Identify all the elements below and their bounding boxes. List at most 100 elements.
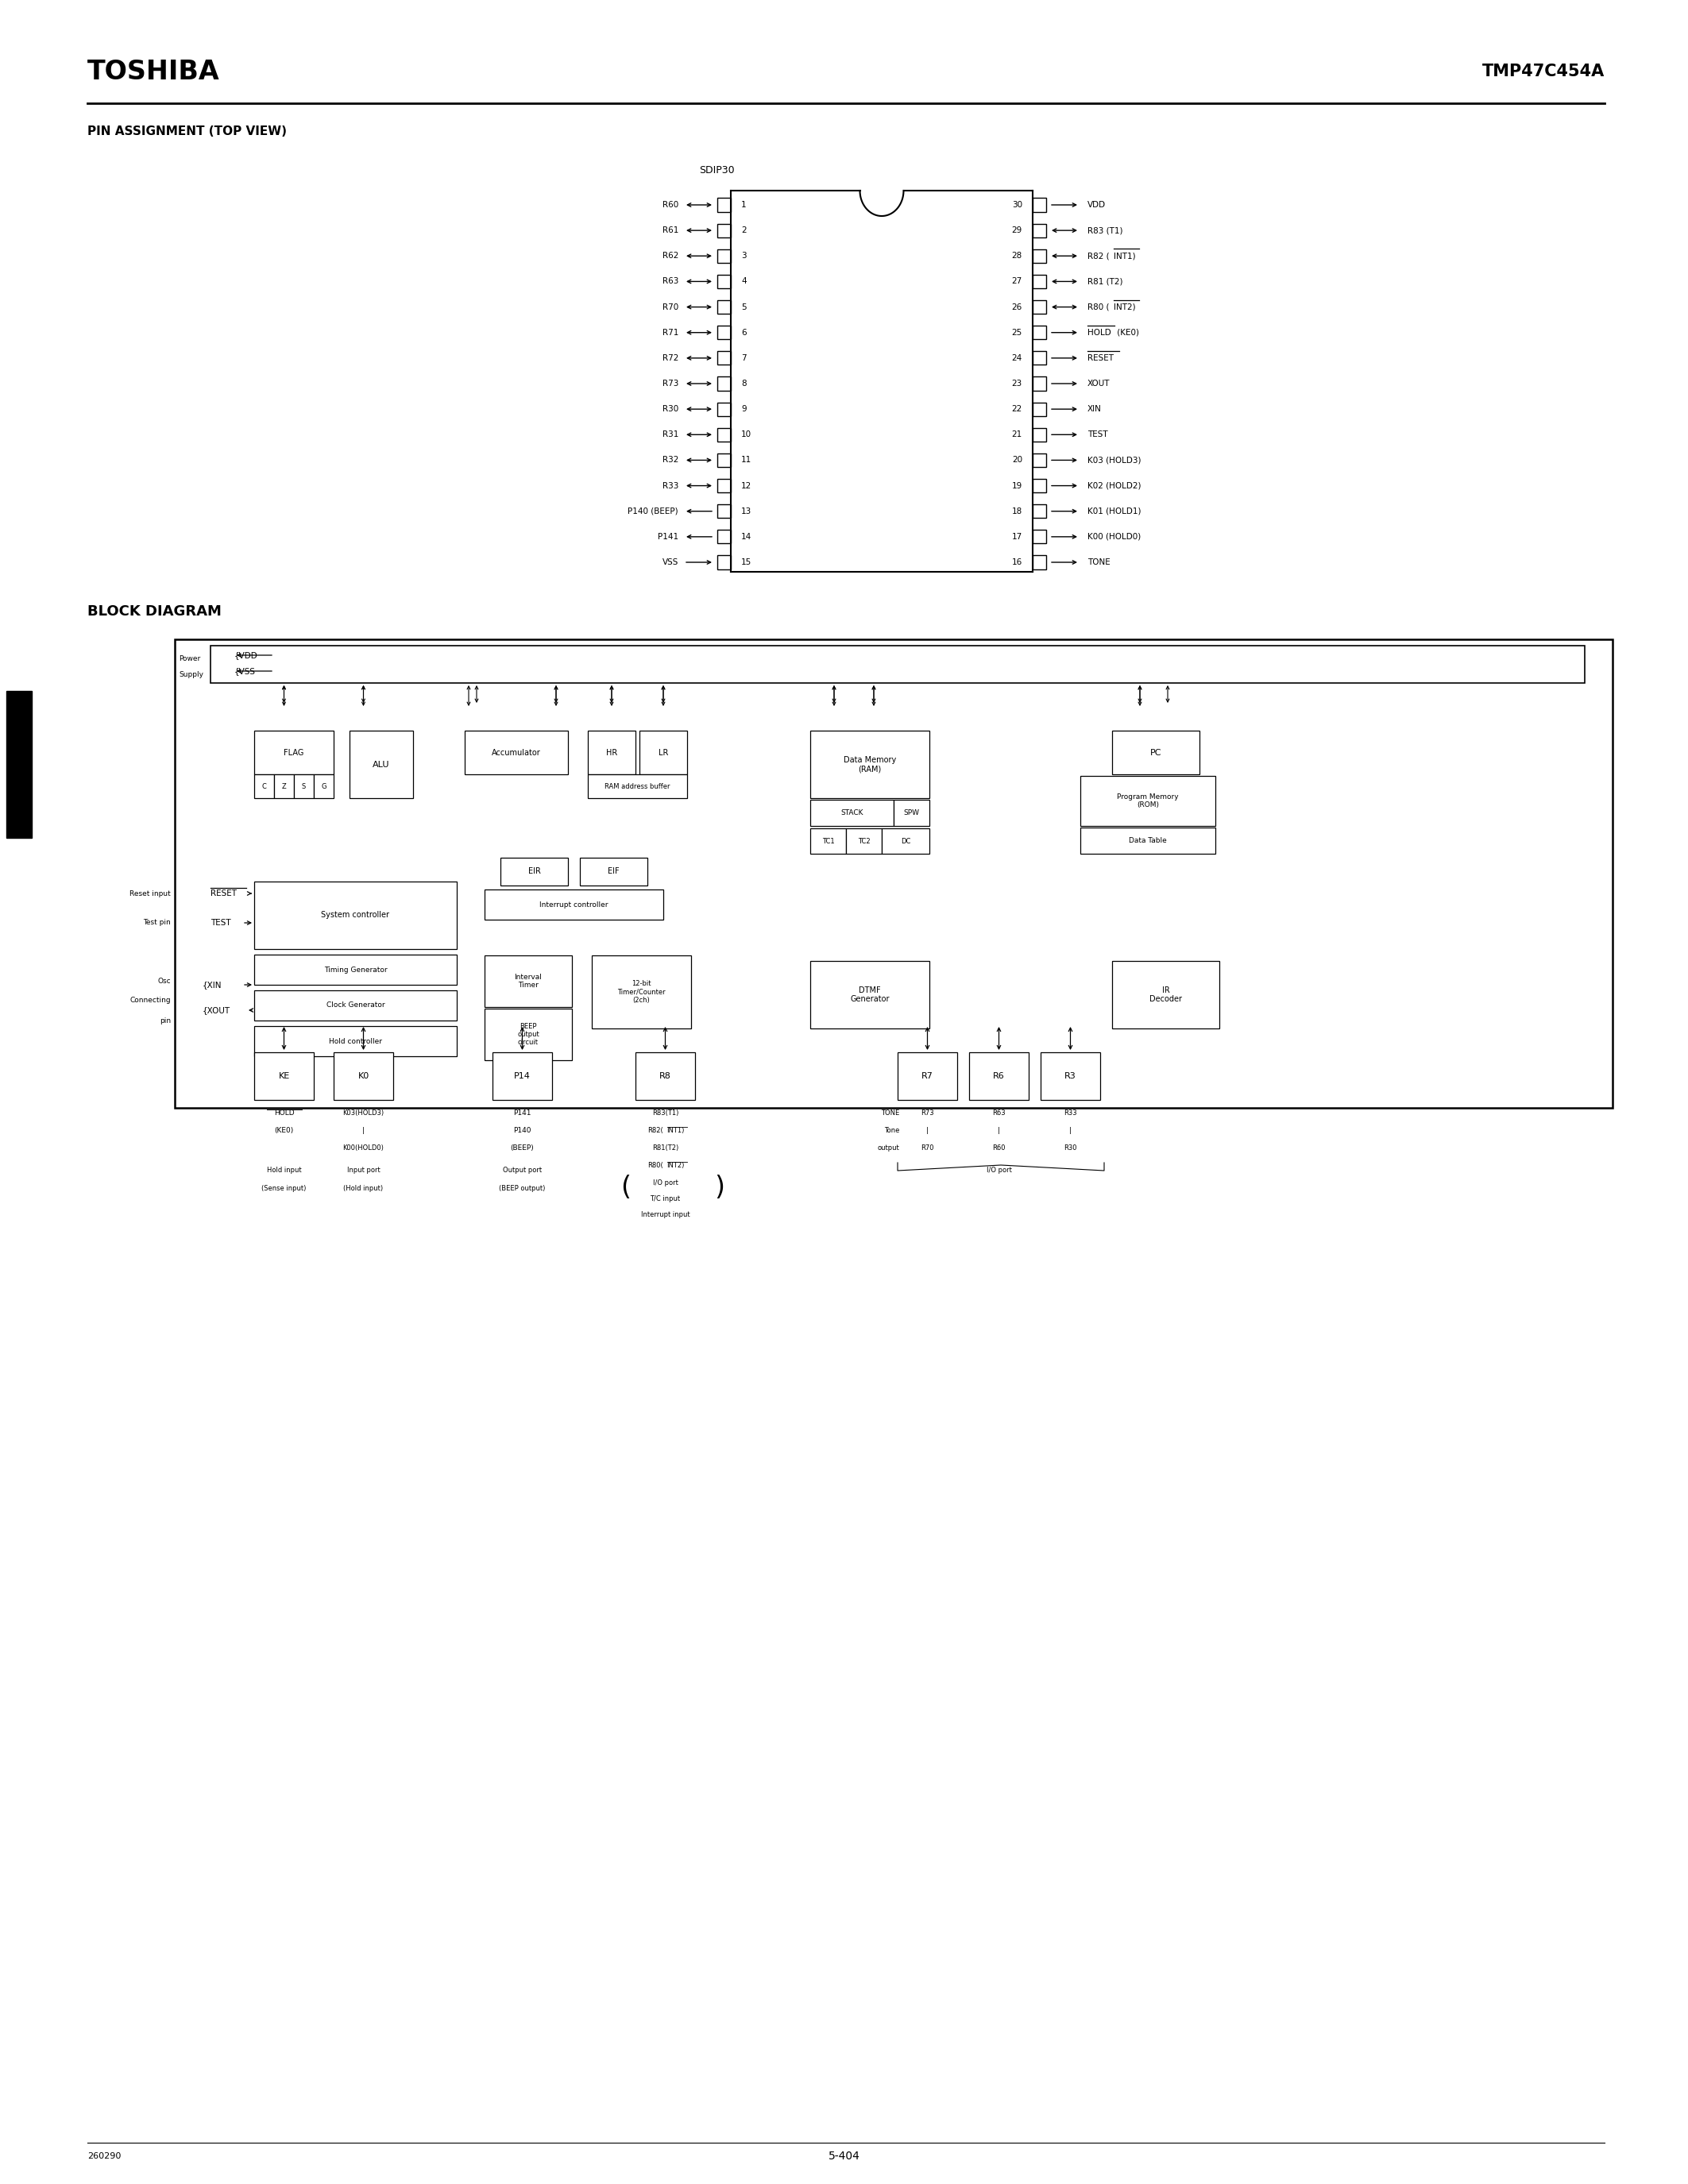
Bar (314, 775, 334, 797)
Bar (635, 1053, 695, 1101)
Text: TEST: TEST (211, 919, 231, 926)
Bar (717, 478, 731, 491)
Text: RAM address buffer: RAM address buffer (604, 782, 670, 791)
Text: 6: 6 (741, 328, 746, 336)
Text: STACK: STACK (841, 810, 863, 817)
Bar (717, 249, 731, 262)
Text: BLOCK DIAGRAM: BLOCK DIAGRAM (88, 605, 221, 618)
Bar (717, 428, 731, 441)
Text: I/O port: I/O port (986, 1166, 1011, 1173)
Bar (717, 454, 731, 467)
Text: R71: R71 (662, 328, 679, 336)
Text: (Hold input): (Hold input) (344, 1186, 383, 1192)
Text: Hold input: Hold input (267, 1166, 300, 1173)
Bar (493, 1053, 552, 1101)
Bar (176, 640, 1612, 1107)
Text: R80(: R80( (648, 1162, 663, 1168)
Bar (273, 775, 294, 797)
Bar (717, 352, 731, 365)
Text: G: G (321, 782, 326, 791)
Bar (810, 961, 930, 1029)
Text: 16: 16 (1011, 559, 1023, 566)
Bar (717, 223, 731, 238)
Text: 12-bit
Timer/Counter
(2ch): 12-bit Timer/Counter (2ch) (618, 981, 665, 1005)
Text: Input port: Input port (346, 1166, 380, 1173)
Text: 11: 11 (741, 456, 751, 465)
Bar (898, 1053, 957, 1101)
Text: INT2): INT2) (667, 1162, 685, 1168)
Bar (484, 1009, 572, 1059)
Text: R31: R31 (662, 430, 679, 439)
Bar (255, 1053, 314, 1101)
Bar (1033, 505, 1047, 518)
Text: ): ) (714, 1175, 724, 1201)
Text: 20: 20 (1011, 456, 1023, 465)
Text: K00(HOLD0): K00(HOLD0) (343, 1144, 385, 1151)
Text: INT2): INT2) (1114, 304, 1136, 310)
Text: I/O port: I/O port (653, 1179, 679, 1186)
Text: 17: 17 (1011, 533, 1023, 542)
Bar (592, 954, 690, 1029)
Text: K02 (HOLD2): K02 (HOLD2) (1087, 483, 1141, 489)
Bar (334, 1053, 393, 1101)
Text: 26: 26 (1011, 304, 1023, 310)
Text: 4: 4 (741, 277, 746, 286)
Text: HOLD: HOLD (1087, 328, 1111, 336)
Text: IR
Decoder: IR Decoder (1150, 987, 1182, 1002)
Bar (7, 690, 32, 839)
Text: 22: 22 (1011, 406, 1023, 413)
Text: T/C input: T/C input (650, 1195, 680, 1203)
Text: {VSS: {VSS (235, 666, 257, 675)
Text: HOLD: HOLD (273, 1109, 294, 1116)
Bar (1112, 732, 1200, 775)
Text: 29: 29 (1011, 227, 1023, 234)
Text: INT1): INT1) (667, 1127, 685, 1133)
Text: ALU: ALU (373, 760, 390, 769)
Bar (581, 858, 648, 885)
Text: {XIN: {XIN (203, 981, 223, 989)
Text: (KE0): (KE0) (275, 1127, 294, 1133)
Text: TEST: TEST (1087, 430, 1107, 439)
Text: Data Table: Data Table (1129, 836, 1166, 845)
Bar (1033, 378, 1047, 391)
Text: R32: R32 (662, 456, 679, 465)
Text: VDD: VDD (1087, 201, 1106, 210)
Text: PIN ASSIGNMENT (TOP VIEW): PIN ASSIGNMENT (TOP VIEW) (88, 124, 287, 138)
Bar (1080, 775, 1215, 826)
Bar (484, 889, 663, 919)
Bar (717, 299, 731, 314)
Text: R63: R63 (993, 1109, 1006, 1116)
Bar (255, 882, 457, 950)
Text: 7: 7 (741, 354, 746, 363)
Bar (717, 505, 731, 518)
Text: (Sense input): (Sense input) (262, 1186, 307, 1192)
Text: R62: R62 (662, 251, 679, 260)
Bar (500, 858, 567, 885)
Text: Clock Generator: Clock Generator (326, 1002, 385, 1009)
Text: R80 (: R80 ( (1087, 304, 1109, 310)
Text: P141: P141 (513, 1109, 532, 1116)
Bar (1033, 428, 1047, 441)
Bar (349, 732, 414, 797)
Text: R6: R6 (993, 1072, 1004, 1081)
Text: 9: 9 (741, 406, 746, 413)
Text: BEEP
output
circuit: BEEP output circuit (517, 1022, 538, 1046)
Bar (484, 954, 572, 1007)
Text: PC: PC (1150, 749, 1161, 756)
Text: (: ( (621, 1175, 631, 1201)
Text: R82 (: R82 ( (1087, 251, 1109, 260)
Bar (294, 775, 314, 797)
Text: Data Memory
(RAM): Data Memory (RAM) (844, 756, 896, 773)
Text: Program Memory
(ROM): Program Memory (ROM) (1117, 793, 1178, 808)
Text: SPW: SPW (903, 810, 920, 817)
Text: 5-404: 5-404 (829, 2151, 859, 2162)
Text: HR: HR (606, 749, 618, 756)
Text: 25: 25 (1011, 328, 1023, 336)
Text: R72: R72 (662, 354, 679, 363)
Bar (893, 799, 930, 826)
Text: R73: R73 (662, 380, 679, 387)
Bar (1033, 223, 1047, 238)
Text: RESET: RESET (1087, 354, 1114, 363)
Text: 15: 15 (741, 559, 751, 566)
Text: 5: 5 (741, 304, 746, 310)
